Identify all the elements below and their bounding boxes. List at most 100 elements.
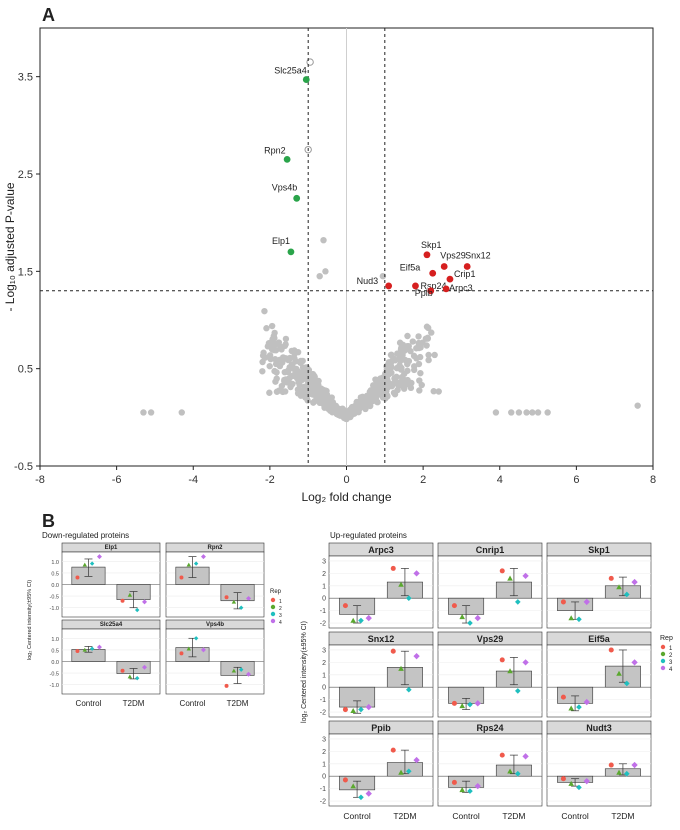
ns-point (310, 376, 316, 382)
rep-point (500, 753, 505, 758)
ns-point (282, 341, 288, 347)
panel-a-label: A (42, 5, 55, 25)
x-category-label: T2DM (227, 699, 249, 708)
ns-point (413, 345, 419, 351)
ns-point (397, 340, 403, 346)
rep-point (561, 695, 566, 700)
y-axis-title: - Log₁₀ adjusted P-value (3, 182, 17, 311)
ns-point (179, 409, 185, 415)
rep-point (75, 649, 79, 653)
y-tick-label: -0.5 (50, 672, 59, 678)
ns-point (544, 409, 550, 415)
x-axis-title: Log₂ fold change (301, 490, 391, 504)
ns-point (416, 361, 422, 367)
ns-point (389, 383, 395, 389)
ns-point (431, 352, 437, 358)
ns-point (265, 343, 271, 349)
ns-point (272, 341, 278, 347)
legend-label: 1 (669, 646, 673, 652)
ns-point (388, 352, 394, 358)
ns-point (423, 335, 429, 341)
ns-point (283, 376, 289, 382)
facet-title: Eif5a (588, 634, 611, 644)
ns-point (425, 352, 431, 358)
rep-point (121, 599, 125, 603)
ns-point (634, 402, 640, 408)
legend-title: Rep (660, 635, 673, 642)
ns-point (283, 355, 289, 361)
facet-title: Vps29 (477, 634, 504, 644)
point-label: Nud3 (357, 276, 379, 286)
ns-point (273, 361, 279, 367)
point-label: Vps4b (272, 182, 298, 192)
ns-point (271, 368, 277, 374)
ns-point (404, 333, 410, 339)
y-tick-label: 0.5 (51, 571, 59, 577)
facet-title: Cnrip1 (476, 545, 505, 555)
ns-point (516, 409, 522, 415)
rep-point (391, 566, 396, 571)
ns-point (317, 394, 323, 400)
ns-point (368, 394, 374, 400)
ns-point (423, 342, 429, 348)
y-tick-label: 1.0 (51, 637, 59, 643)
ns-point (397, 364, 403, 370)
ns-point (535, 409, 541, 415)
ns-point (401, 348, 407, 354)
y-tick-label: -2 (320, 621, 326, 628)
y-tick-label: 0.0 (51, 583, 59, 589)
ns-point (295, 390, 301, 396)
y-tick-label: 3 (322, 736, 326, 743)
facet-arpc3: Arpc3-2-10123 (320, 543, 433, 628)
x-category-label: Control (343, 811, 371, 821)
ns-point (261, 308, 267, 314)
x-tick-label: -6 (112, 474, 122, 486)
facet-rps24: Rps24Control T2DM (438, 721, 542, 821)
y-tick-label: 0.5 (51, 648, 59, 654)
ns-point (401, 377, 407, 383)
ns-point (416, 387, 422, 393)
ns-point (259, 368, 265, 374)
figure-canvas: A B -8 -6 -4 -2 0 2 4 6 8-0.50.51.52.53.5Log₂ fo… (0, 0, 680, 830)
up_regulated-point (429, 270, 436, 277)
point-label: Slc25a4 (274, 66, 307, 76)
ns-point (294, 368, 300, 374)
y-tick-label: 1 (322, 672, 326, 679)
facet-rpn2: Rpn2 (166, 543, 264, 617)
rep-point (343, 603, 348, 608)
point-label: Crip1 (454, 269, 476, 279)
up_regulated-point (424, 251, 431, 258)
ns-point (408, 385, 414, 391)
rep-point (609, 576, 614, 581)
facet-snx12: Snx12-2-10123 (320, 632, 433, 717)
y-tick-label: 1.0 (51, 560, 59, 566)
y-tick-label: 0 (322, 774, 326, 781)
facet-title: Nudt3 (586, 723, 612, 733)
rep-point (452, 701, 457, 706)
rep-point (500, 657, 505, 662)
facet-title: Rps24 (476, 723, 503, 733)
y-tick-label: 2 (322, 571, 326, 578)
legend-label: 3 (669, 660, 673, 666)
ns-point (260, 350, 266, 356)
facet-title: Skp1 (588, 545, 610, 555)
ns-point (283, 336, 289, 342)
facet-vps29: Vps29 (438, 632, 542, 717)
point-label: Arpc3 (449, 283, 473, 293)
legend-label: 1 (279, 599, 282, 605)
ns-point (267, 363, 273, 369)
ns-point (314, 386, 320, 392)
x-tick-label: -8 (35, 474, 45, 486)
ns-point (493, 409, 499, 415)
facet-title: Snx12 (368, 634, 395, 644)
ns-point (358, 394, 364, 400)
x-category-label: Control (180, 699, 206, 708)
ns-point (301, 384, 307, 390)
ns-point (385, 365, 391, 371)
ns-point (316, 273, 322, 279)
x-category-label: T2DM (611, 811, 634, 821)
ns-point (382, 371, 388, 377)
ns-point (341, 408, 347, 414)
ns-point (425, 325, 431, 331)
ns-point (529, 409, 535, 415)
